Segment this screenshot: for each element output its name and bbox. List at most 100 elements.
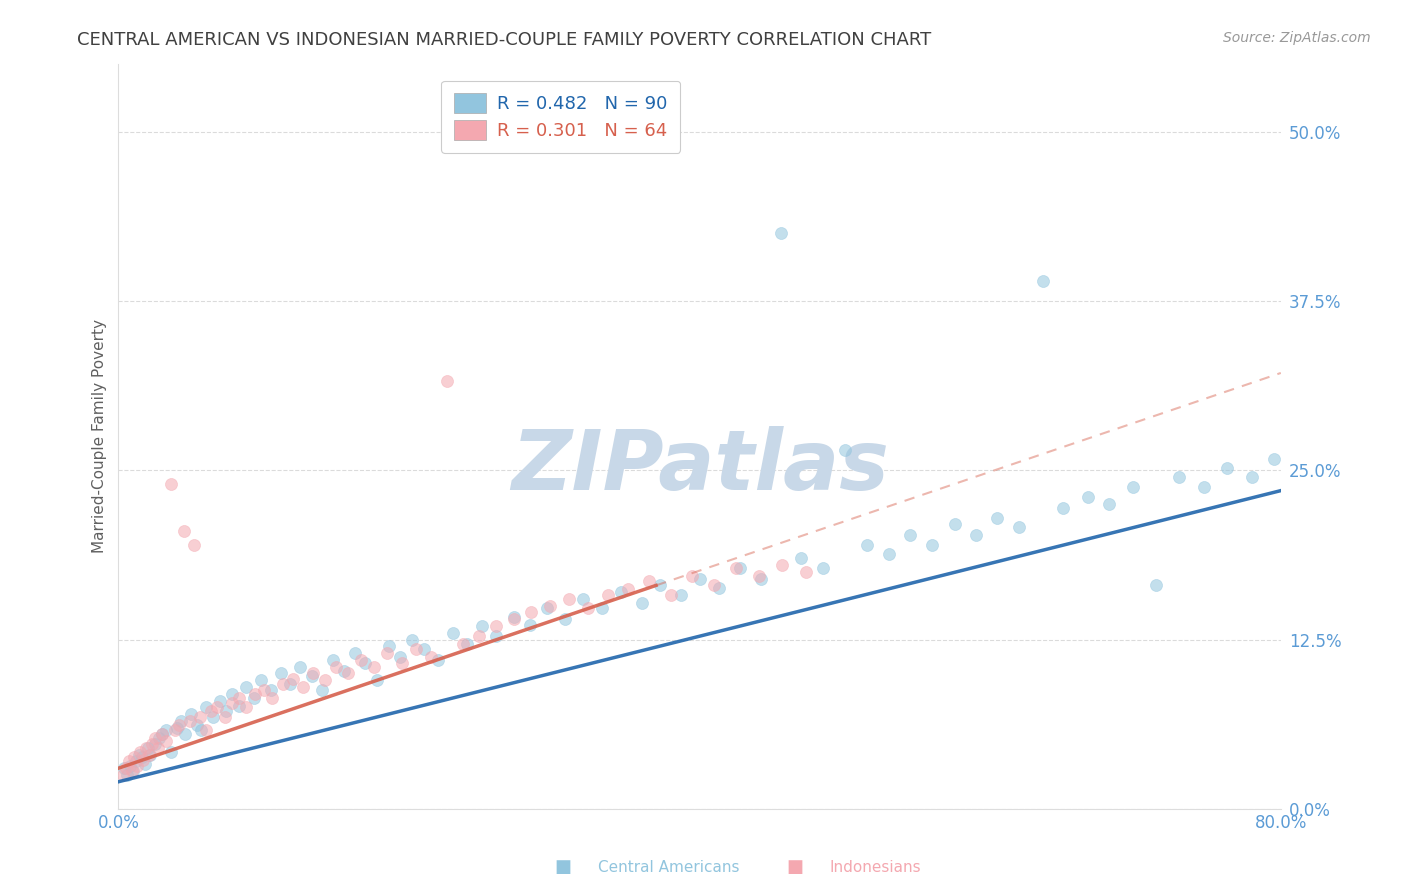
Point — [221, 687, 243, 701]
Point — [436, 374, 458, 388]
Point — [669, 588, 692, 602]
Point — [131, 750, 153, 764]
Point — [1031, 274, 1053, 288]
Point — [1168, 470, 1191, 484]
Point — [115, 768, 138, 782]
Point — [121, 764, 143, 778]
Point — [270, 666, 292, 681]
Point — [188, 710, 211, 724]
Point — [811, 561, 834, 575]
Point — [288, 659, 311, 673]
Point — [1098, 497, 1121, 511]
Point — [134, 757, 156, 772]
Point — [650, 578, 672, 592]
Point — [1052, 501, 1074, 516]
Point — [253, 682, 276, 697]
Point — [183, 538, 205, 552]
Point — [921, 538, 943, 552]
Point — [311, 682, 333, 697]
Point — [120, 758, 142, 772]
Point — [1263, 452, 1285, 467]
Text: ■: ■ — [786, 858, 803, 876]
Text: Source: ZipAtlas.com: Source: ZipAtlas.com — [1223, 31, 1371, 45]
Point — [159, 476, 181, 491]
Point — [200, 704, 222, 718]
Point — [617, 582, 640, 597]
Point — [419, 650, 441, 665]
Point — [1284, 463, 1306, 477]
Point — [598, 588, 620, 602]
Point — [194, 700, 217, 714]
Text: Central Americans: Central Americans — [598, 860, 740, 874]
Point — [141, 737, 163, 751]
Point — [749, 572, 772, 586]
Point — [558, 591, 581, 606]
Point — [519, 617, 541, 632]
Point — [221, 696, 243, 710]
Point — [302, 666, 325, 681]
Point — [201, 710, 224, 724]
Point — [965, 528, 987, 542]
Point — [610, 585, 633, 599]
Point — [242, 690, 264, 705]
Point — [159, 745, 181, 759]
Point — [748, 569, 770, 583]
Point — [405, 642, 427, 657]
Point — [391, 656, 413, 670]
Point — [214, 710, 236, 724]
Point — [794, 565, 817, 579]
Point — [332, 664, 354, 678]
Point — [129, 745, 152, 759]
Point — [235, 700, 257, 714]
Point — [572, 591, 595, 606]
Point — [125, 755, 148, 769]
Point — [689, 572, 711, 586]
Point — [124, 750, 146, 764]
Point — [707, 581, 730, 595]
Point — [769, 227, 792, 241]
Point — [456, 637, 478, 651]
Point — [553, 612, 575, 626]
Point — [375, 646, 398, 660]
Point — [389, 650, 412, 665]
Point — [377, 640, 399, 654]
Point — [150, 727, 173, 741]
Point — [117, 755, 139, 769]
Point — [271, 677, 294, 691]
Point — [471, 619, 494, 633]
Point — [412, 642, 434, 657]
Text: ■: ■ — [554, 858, 571, 876]
Point — [132, 753, 155, 767]
Point — [730, 561, 752, 575]
Point — [138, 747, 160, 762]
Text: CENTRAL AMERICAN VS INDONESIAN MARRIED-COUPLE FAMILY POVERTY CORRELATION CHART: CENTRAL AMERICAN VS INDONESIAN MARRIED-C… — [77, 31, 932, 49]
Point — [111, 768, 134, 782]
Point — [703, 578, 725, 592]
Point — [630, 596, 652, 610]
Point — [278, 677, 301, 691]
Point — [243, 687, 266, 701]
Point — [427, 653, 450, 667]
Point — [179, 714, 201, 728]
Point — [1240, 470, 1263, 484]
Point — [186, 718, 208, 732]
Point — [790, 551, 813, 566]
Point — [337, 666, 360, 681]
Point — [366, 673, 388, 688]
Point — [1327, 452, 1350, 467]
Point — [591, 601, 613, 615]
Text: ZIPatlas: ZIPatlas — [510, 425, 889, 507]
Point — [898, 528, 921, 542]
Text: Indonesians: Indonesians — [830, 860, 921, 874]
Y-axis label: Married-Couple Family Poverty: Married-Couple Family Poverty — [93, 319, 107, 553]
Legend: R = 0.482   N = 90, R = 0.301   N = 64: R = 0.482 N = 90, R = 0.301 N = 64 — [441, 80, 681, 153]
Point — [146, 740, 169, 755]
Point — [943, 517, 966, 532]
Point — [215, 704, 238, 718]
Point — [135, 740, 157, 755]
Point — [772, 558, 794, 573]
Point — [322, 653, 344, 667]
Point — [485, 619, 508, 633]
Point — [194, 723, 217, 738]
Point — [520, 606, 543, 620]
